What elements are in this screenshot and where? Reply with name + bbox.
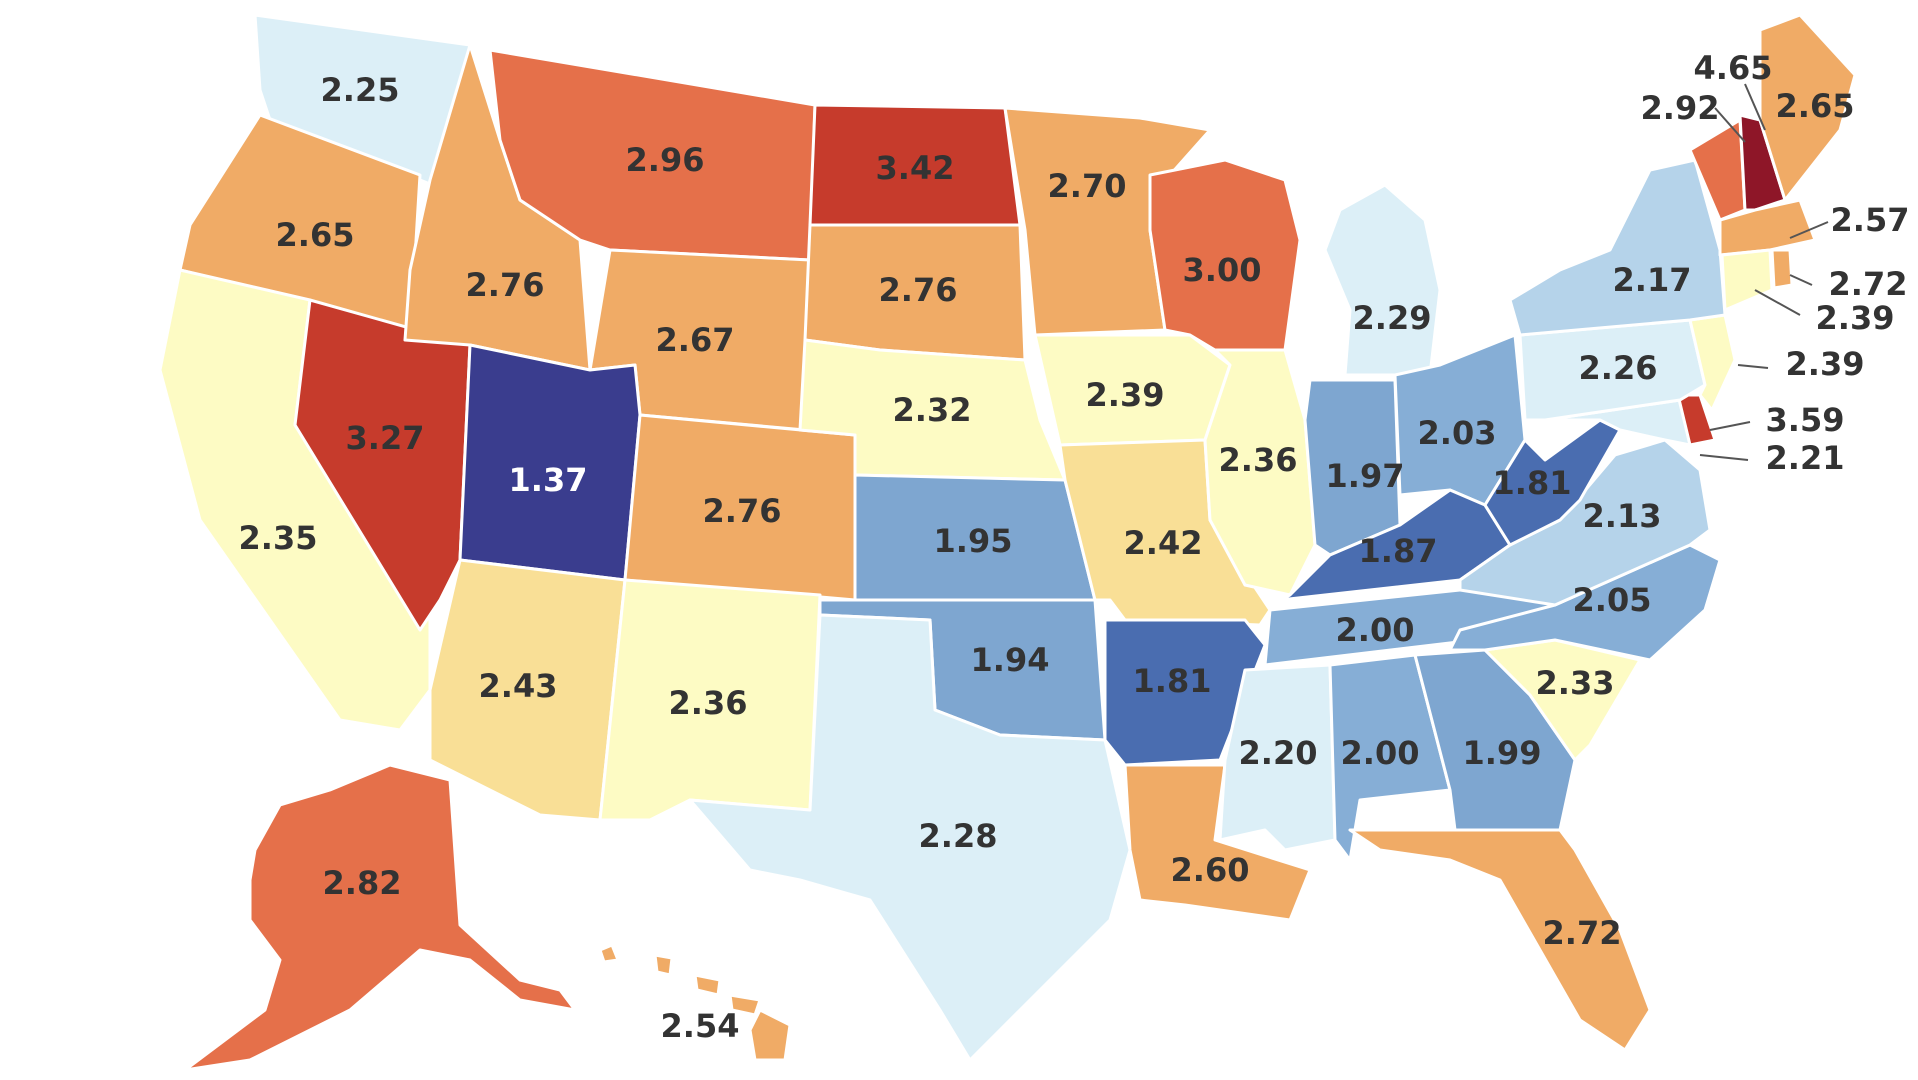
leader-lines: [1699, 83, 1829, 461]
state-IL[interactable]: [1203, 348, 1317, 597]
label-MI: 2.29: [1353, 299, 1432, 337]
label-SD: 2.76: [879, 271, 958, 309]
label-HI: 2.54: [661, 1007, 740, 1045]
label-IL: 2.36: [1219, 441, 1298, 479]
label-TN: 2.00: [1336, 611, 1415, 649]
label-NC: 2.05: [1573, 581, 1652, 619]
label-RI: 2.72: [1829, 265, 1908, 303]
label-ND: 3.42: [876, 149, 955, 187]
leader-NJ: [1737, 364, 1769, 369]
label-WA: 2.25: [321, 71, 400, 109]
label-CT: 2.39: [1816, 299, 1895, 337]
label-GA: 1.99: [1463, 734, 1542, 772]
label-PA: 2.26: [1579, 349, 1658, 387]
state-FL[interactable]: [1348, 828, 1652, 1052]
label-CA: 2.35: [239, 519, 318, 557]
label-WI: 3.00: [1183, 251, 1262, 289]
label-MN: 2.70: [1048, 167, 1127, 205]
label-NM: 2.36: [669, 684, 748, 722]
state-MI[interactable]: [1323, 183, 1442, 377]
label-NE: 2.32: [893, 391, 972, 429]
label-FL: 2.72: [1543, 914, 1622, 952]
state-NY[interactable]: [1508, 158, 1727, 337]
label-SC: 2.33: [1536, 664, 1615, 702]
leader-DE: [1709, 421, 1751, 431]
label-NH: 4.65: [1694, 49, 1773, 87]
leader-NH: [1744, 83, 1766, 131]
state-AK[interactable]: [183, 763, 577, 1072]
state-CT[interactable]: [1720, 248, 1774, 312]
state-DE[interactable]: [1676, 393, 1717, 447]
leader-MD: [1699, 454, 1749, 461]
label-OR: 2.65: [276, 216, 355, 254]
label-VT: 2.92: [1641, 89, 1720, 127]
state-MA[interactable]: [1718, 198, 1817, 257]
label-MA: 2.57: [1831, 201, 1910, 239]
label-IN: 1.97: [1326, 457, 1405, 495]
leader-MA: [1789, 221, 1829, 239]
label-IA: 2.39: [1086, 376, 1165, 414]
label-UT: 1.37: [509, 461, 588, 499]
label-AZ: 2.43: [479, 667, 558, 705]
label-KS: 1.95: [934, 522, 1013, 560]
state-HI[interactable]: [598, 943, 792, 1062]
leader-CT: [1754, 289, 1801, 316]
label-OK: 1.94: [971, 641, 1050, 679]
state-RI[interactable]: [1770, 248, 1794, 290]
label-WV: 1.81: [1493, 464, 1572, 502]
label-OH: 2.03: [1418, 414, 1497, 452]
label-LA: 2.60: [1171, 851, 1250, 889]
label-MT: 2.96: [626, 141, 705, 179]
label-AR: 1.81: [1133, 662, 1212, 700]
state-TX[interactable]: [688, 613, 1132, 1062]
state-NH[interactable]: [1738, 113, 1787, 212]
label-WY: 2.67: [656, 321, 735, 359]
label-NY: 2.17: [1613, 261, 1692, 299]
label-KY: 1.87: [1359, 532, 1438, 570]
label-TX: 2.28: [919, 817, 998, 855]
state-AR[interactable]: [1103, 618, 1267, 767]
label-MD: 2.21: [1766, 439, 1845, 477]
label-MO: 2.42: [1124, 524, 1203, 562]
label-AK: 2.82: [323, 864, 402, 902]
label-ID: 2.76: [466, 266, 545, 304]
label-AL: 2.00: [1341, 734, 1420, 772]
label-NJ: 2.39: [1786, 345, 1865, 383]
leader-RI: [1789, 274, 1813, 286]
leader-VT: [1714, 107, 1746, 143]
label-VA: 2.13: [1583, 497, 1662, 535]
label-MS: 2.20: [1239, 734, 1318, 772]
label-NV: 3.27: [346, 419, 425, 457]
label-ME: 2.65: [1776, 87, 1855, 125]
label-DE: 3.59: [1766, 401, 1845, 439]
label-CO: 2.76: [703, 492, 782, 530]
